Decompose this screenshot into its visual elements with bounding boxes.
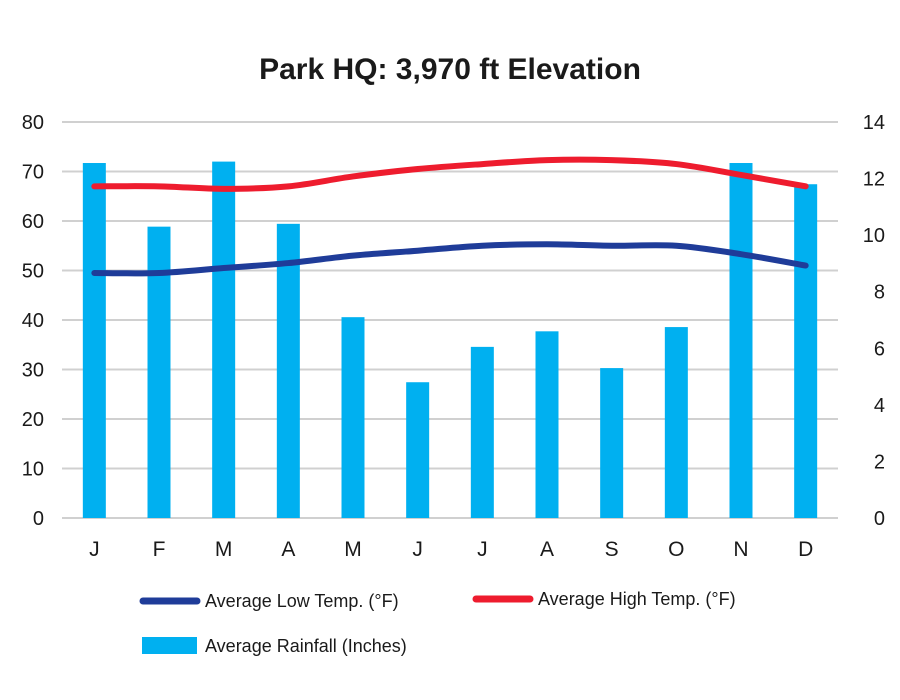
x-axis-category-label: F xyxy=(153,538,166,561)
x-axis-category-label: O xyxy=(668,538,684,561)
legend-low-temp-label: Average Low Temp. (°F) xyxy=(205,591,399,611)
x-axis-category-label: J xyxy=(89,538,100,561)
rainfall-bar xyxy=(147,226,171,518)
left-axis-tick-label: 20 xyxy=(22,409,44,431)
rainfall-bar xyxy=(82,163,106,518)
high-temp-line xyxy=(91,156,809,192)
right-axis-tick-label: 2 xyxy=(874,451,885,473)
left-axis-ticks: 0 10 20 30 40 50 60 70 80 xyxy=(22,112,44,530)
x-axis-category-label: J xyxy=(412,538,423,561)
right-axis-tick-label: 10 xyxy=(863,225,885,247)
right-axis-tick-label: 8 xyxy=(874,282,885,304)
right-axis-tick-label: 0 xyxy=(874,508,885,530)
rainfall-bar xyxy=(212,161,236,518)
left-axis-tick-label: 70 xyxy=(22,162,44,184)
legend-rainfall-label: Average Rainfall (Inches) xyxy=(205,636,407,656)
legend: Average Low Temp. (°F) Average High Temp… xyxy=(139,589,736,656)
temperature-lines xyxy=(91,156,809,277)
x-axis-category-label: M xyxy=(215,538,233,561)
right-axis-tick-label: 6 xyxy=(874,338,885,360)
rainfall-bar xyxy=(729,163,753,518)
rainfall-bar xyxy=(600,368,624,518)
legend-rainfall-swatch xyxy=(142,637,197,654)
left-axis-tick-label: 0 xyxy=(33,508,44,530)
chart-title: Park HQ: 3,970 ft Elevation xyxy=(259,53,641,86)
rainfall-bar xyxy=(341,317,365,518)
low-temp-line xyxy=(91,241,809,277)
left-axis-tick-label: 60 xyxy=(22,211,44,233)
left-axis-tick-label: 80 xyxy=(22,112,44,134)
right-axis-tick-label: 14 xyxy=(863,112,885,134)
right-axis-ticks: 0 2 4 6 8 10 12 14 xyxy=(863,112,885,530)
x-axis-category-label: D xyxy=(798,538,813,561)
left-axis-tick-label: 50 xyxy=(22,261,44,283)
x-axis-category-label: A xyxy=(281,538,295,561)
left-axis-tick-label: 30 xyxy=(22,360,44,382)
rainfall-bar xyxy=(276,223,300,519)
rainfall-bar xyxy=(794,184,818,518)
x-axis-category-label: A xyxy=(540,538,554,561)
legend-high-temp-label: Average High Temp. (°F) xyxy=(538,589,736,609)
x-axis-category-label: M xyxy=(344,538,362,561)
x-axis-category-label: N xyxy=(733,538,748,561)
rainfall-bar xyxy=(535,331,559,518)
x-axis-category-label: J xyxy=(477,538,488,561)
left-axis-tick-label: 10 xyxy=(22,459,44,481)
right-axis-tick-label: 4 xyxy=(874,395,885,417)
right-axis-tick-label: 12 xyxy=(863,169,885,191)
rainfall-bar xyxy=(664,327,688,518)
rainfall-bar xyxy=(470,346,494,518)
grid-lines xyxy=(62,121,838,519)
x-axis-category-label: S xyxy=(605,538,619,561)
rainfall-bars xyxy=(82,161,818,519)
rainfall-bar xyxy=(406,382,430,518)
left-axis-tick-label: 40 xyxy=(22,310,44,332)
